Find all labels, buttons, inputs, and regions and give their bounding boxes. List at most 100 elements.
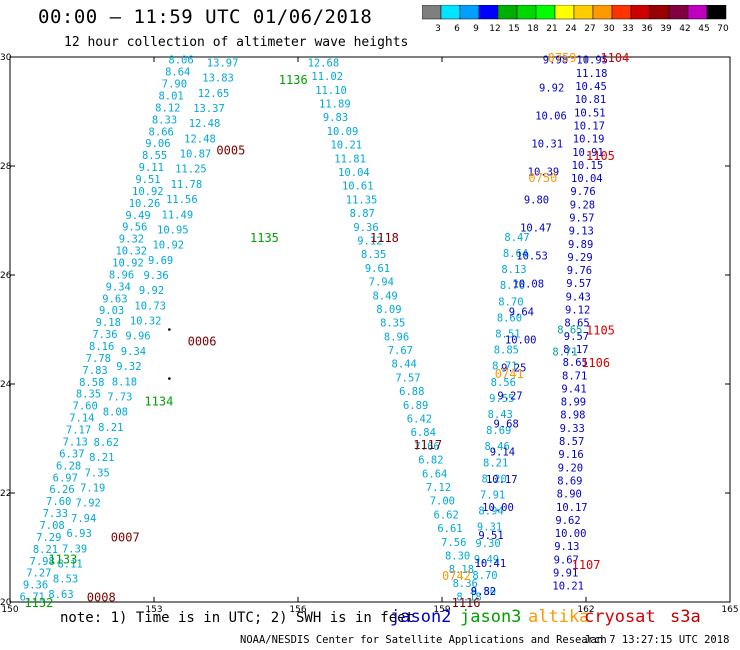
y-tick-label: 20	[0, 598, 12, 608]
legend-cryosat: cryosat	[584, 607, 656, 627]
swh-value: 9.67	[554, 554, 579, 566]
swh-value: 8.96	[109, 269, 134, 281]
x-tick-label: 162	[577, 605, 594, 615]
swh-value: 8.47	[504, 232, 529, 244]
pass-time-label: 1134	[144, 394, 173, 408]
swh-value: 7.66	[414, 441, 439, 453]
swh-value: 9.51	[135, 174, 160, 186]
colorbar-label: 21	[546, 24, 557, 34]
swh-value: 9.18	[96, 317, 121, 329]
swh-value: 8.46	[485, 441, 510, 453]
legend-s3a: s3a	[670, 607, 701, 627]
swh-value: 7.33	[43, 508, 68, 520]
colorbar-label: 42	[679, 24, 690, 34]
legend-altika: altika	[528, 607, 590, 627]
swh-value: 8.90	[557, 489, 582, 501]
swh-value: 7.39	[62, 543, 87, 555]
swh-value: 10.51	[574, 107, 606, 119]
swh-value: 9.12	[565, 305, 590, 317]
swh-value: 8.18	[449, 564, 474, 576]
swh-value: 7.57	[395, 372, 420, 384]
pass-time-label: 1116	[452, 596, 481, 610]
swh-value: 9.36	[23, 580, 48, 592]
y-tick-label: 28	[0, 162, 12, 172]
swh-value: 8.71	[492, 361, 517, 373]
swh-value: 10.73	[134, 300, 166, 312]
chart-subtitle: 12 hour collection of altimeter wave hei…	[64, 35, 409, 50]
swh-value: 8.71	[562, 370, 587, 382]
swh-value: 10.19	[573, 134, 605, 146]
swh-value: 11.49	[162, 209, 194, 221]
swh-value: 8.60	[497, 312, 522, 324]
swh-value: 6.93	[67, 528, 92, 540]
swh-value: 8.55	[142, 150, 167, 162]
marker-dot	[168, 377, 171, 380]
swh-value: 12.48	[189, 118, 221, 130]
swh-value: 8.65	[557, 325, 582, 337]
swh-value: 10.32	[115, 246, 147, 258]
swh-value: 9.06	[145, 138, 170, 150]
footnote: note: 1) Time is in UTC; 2) SWH is in fe…	[60, 610, 415, 626]
swh-value: 9.36	[353, 222, 378, 234]
timestamp: Jan 7 13:27:15 UTC 2018	[584, 634, 730, 646]
swh-value: 6.82	[418, 455, 443, 467]
swh-value: 10.17	[556, 502, 588, 514]
swh-value: 11.10	[315, 85, 347, 97]
colorbar-swatch	[706, 5, 727, 20]
swh-value: 9.56	[122, 222, 147, 234]
swh-value: 8.35	[380, 318, 405, 330]
swh-value: 9.03	[99, 305, 124, 317]
swh-value: 8.62	[94, 437, 119, 449]
colorbar-label: 45	[698, 24, 709, 34]
y-tick-label: 26	[0, 271, 12, 281]
swh-value: 7.92	[76, 498, 101, 510]
swh-value: 9.43	[566, 291, 591, 303]
plot-frame	[9, 56, 731, 603]
swh-value: 8.09	[376, 304, 401, 316]
swh-value: 8.65	[564, 318, 589, 330]
swh-value: 9.32	[116, 361, 141, 373]
swh-value: 9.57	[564, 331, 589, 343]
swh-value: 9.76	[567, 265, 592, 277]
swh-value: 6.26	[49, 484, 74, 496]
swh-value: 10.04	[338, 167, 370, 179]
swh-value: 11.18	[576, 68, 608, 80]
swh-value: 8.18	[456, 592, 481, 604]
swh-value: 9.30	[475, 538, 500, 550]
swh-value: 10.00	[482, 502, 514, 514]
swh-value: 6.97	[53, 472, 78, 484]
swh-value: 7.12	[426, 482, 451, 494]
swh-value: 6.89	[403, 400, 428, 412]
swh-value: 8.96	[384, 331, 409, 343]
swh-value: 10.92	[132, 186, 164, 198]
pass-time-label: 1135	[250, 231, 279, 245]
y-tick-label: 30	[0, 53, 12, 63]
swh-value: 10.17	[486, 474, 518, 486]
swh-value: 9.31	[477, 522, 502, 534]
swh-value: 10.92	[112, 258, 144, 270]
swh-value: 10.09	[327, 126, 359, 138]
swh-value: 6.42	[407, 414, 432, 426]
swh-value: 7.90	[162, 79, 187, 91]
swh-value: 6.28	[56, 460, 81, 472]
swh-value: 10.00	[555, 528, 587, 540]
y-tick-label: 22	[0, 489, 11, 499]
pass-time-label: 0741	[495, 367, 524, 381]
swh-value: 7.35	[85, 467, 110, 479]
swh-value: 8.35	[76, 389, 101, 401]
swh-value: 8.21	[483, 457, 508, 469]
swh-value: 8.21	[89, 452, 114, 464]
swh-value: 10.41	[475, 558, 507, 570]
swh-value: 13.83	[202, 73, 234, 85]
swh-value: 7.73	[107, 391, 132, 403]
swh-value: 8.44	[392, 359, 417, 371]
pass-time-label: 0008	[87, 591, 116, 605]
pass-time-label: 1136	[279, 73, 308, 87]
swh-value: 8.64	[503, 248, 528, 260]
swh-value: 7.83	[82, 365, 107, 377]
swh-value: 10.45	[575, 81, 607, 93]
swh-value: 7.08	[39, 520, 64, 532]
swh-value: 9.69	[148, 255, 173, 267]
